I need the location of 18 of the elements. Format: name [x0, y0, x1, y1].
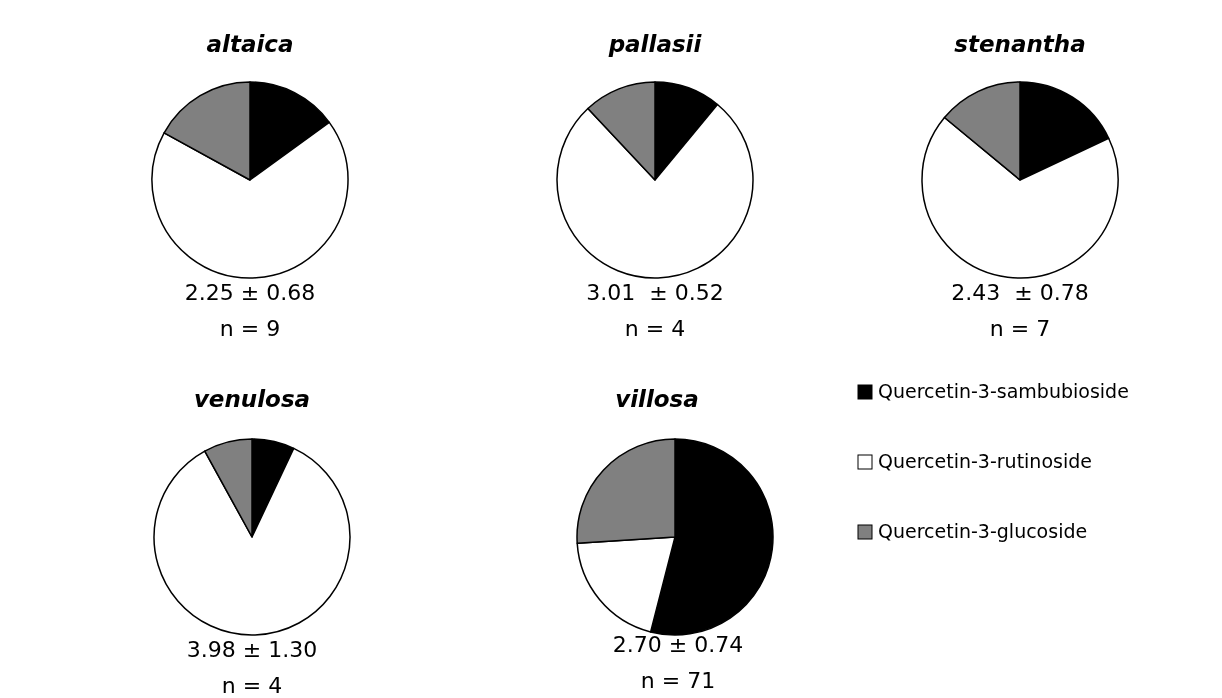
chart-title: villosa	[615, 386, 699, 412]
text: n = 71	[640, 668, 716, 693]
chart-title: altaica	[206, 31, 294, 57]
chart-title: stenantha	[954, 31, 1086, 57]
text: n = 7	[989, 316, 1051, 341]
text: 3.01 ± 0.52	[586, 280, 724, 305]
text: 2.70 ± 0.74	[612, 632, 744, 657]
text: 2.43 ± 0.78	[951, 280, 1089, 305]
text: 2.25 ± 0.68	[184, 280, 316, 305]
text: n = 4	[221, 673, 283, 698]
text: n = 4	[624, 316, 686, 341]
chart-title: venulosa	[193, 386, 311, 412]
legend-label: Quercetin-3-sambubioside	[878, 380, 1129, 402]
legend-label: Quercetin-3-rutinoside	[878, 450, 1092, 472]
text: n = 9	[219, 316, 281, 341]
chart-title: pallasii	[607, 31, 703, 57]
legend-label: Quercetin-3-glucoside	[878, 520, 1088, 542]
text: 3.98 ± 1.30	[186, 637, 318, 662]
